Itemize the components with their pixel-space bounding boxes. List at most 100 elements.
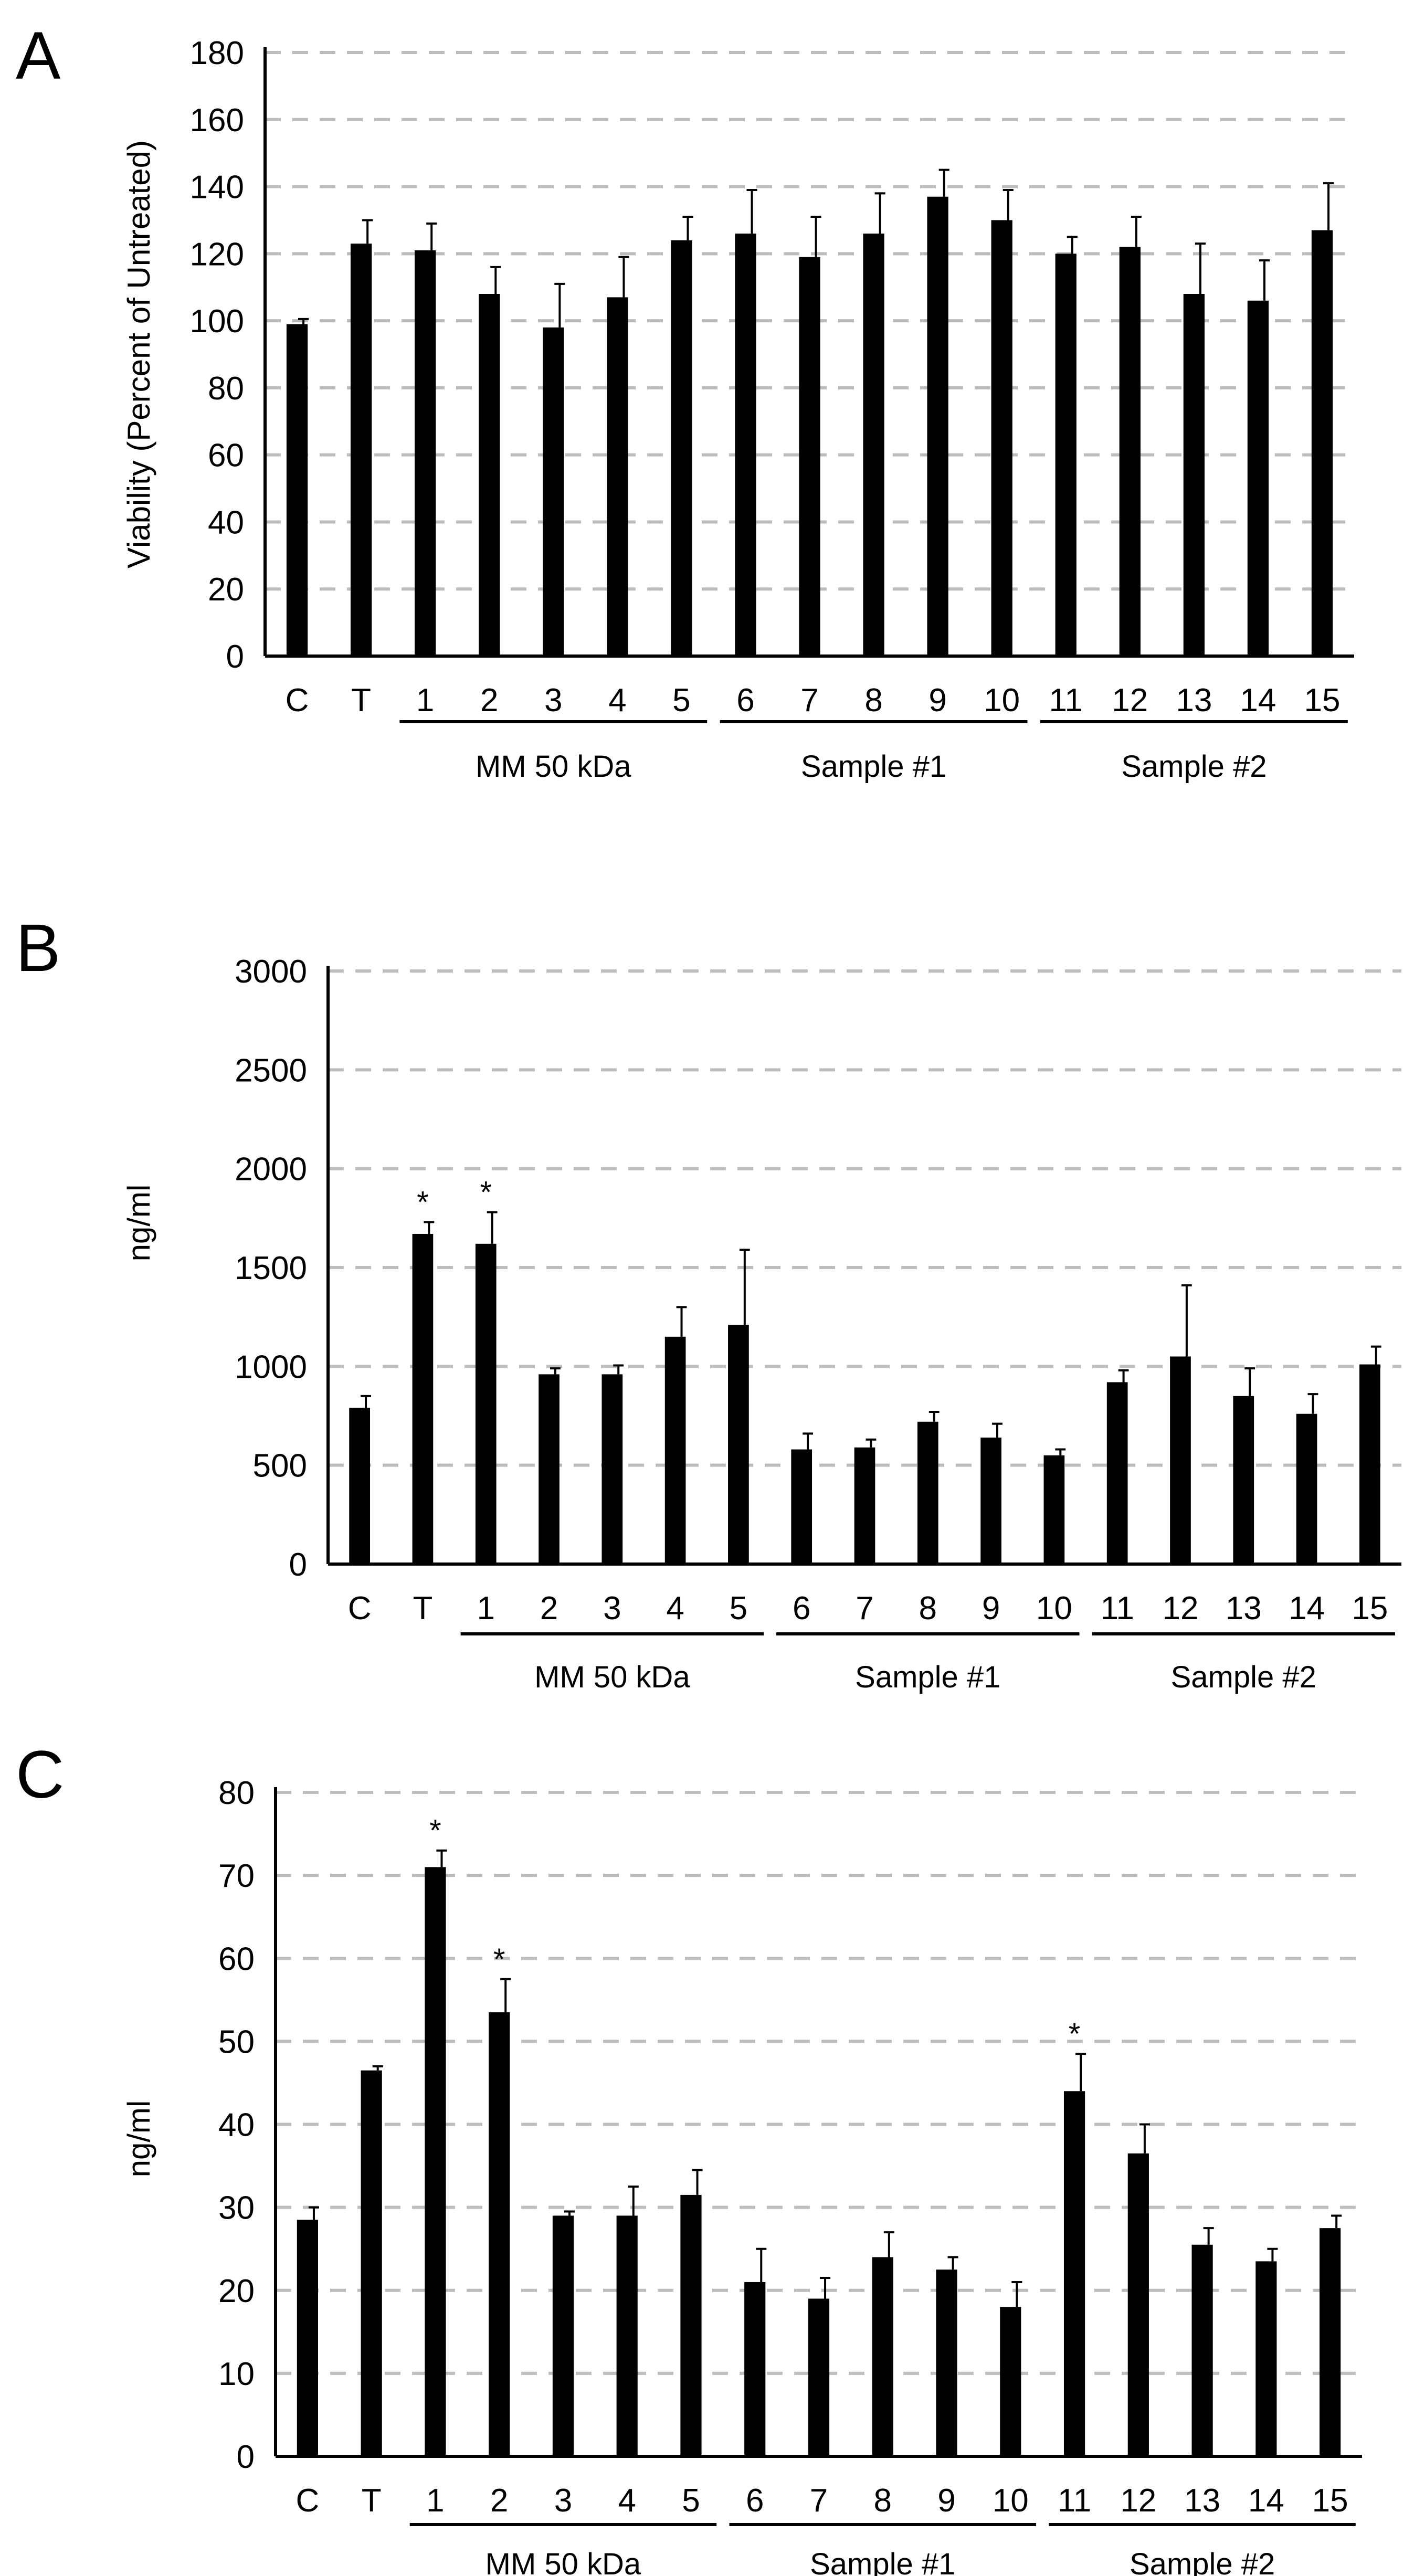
panel-a-bar-6 [735,234,756,656]
panel-c-y-tick-label: 50 [218,2024,255,2060]
panel-a-category-label-8: 8 [864,682,882,719]
panel-c-bar-C [297,2220,318,2456]
panel-c-category-label-C: C [296,2483,319,2519]
panel-a-y-tick-label: 100 [190,303,244,340]
panel-a-y-tick-label: 40 [208,504,244,541]
panel-a-bar-T [350,244,372,657]
panel-c-category-label-8: 8 [874,2483,892,2519]
panel-a-y-tick-label: 0 [226,639,244,675]
panel-b-category-label-14: 14 [1289,1590,1325,1627]
panel-c-significance-mark-1: * [429,1814,441,1848]
panel-b-group-label-2: Sample #1 [855,1660,1000,1694]
panel-b-category-label-3: 3 [603,1590,621,1627]
panel-a-category-label-15: 15 [1304,682,1340,719]
panel-b-category-label-T: T [413,1590,433,1627]
panel-b-category-label-6: 6 [793,1590,810,1627]
panel-c-category-label-2: 2 [490,2483,508,2519]
panel-c-category-label-3: 3 [554,2483,572,2519]
panel-b-bar-7 [854,1447,875,1564]
panel-b-category-label-4: 4 [666,1590,684,1627]
panel-c-significance-mark-2: * [493,1942,505,1977]
panel-c-y-tick-label: 20 [218,2273,255,2309]
panel-a-group-label-1: MM 50 kDa [476,749,631,784]
panel-a-bar-C [286,324,308,656]
panel-b-bar-10 [1043,1455,1065,1564]
panel-a-bar-7 [799,257,820,656]
panel-c-category-label-15: 15 [1312,2483,1348,2519]
panel-c-bar-4 [616,2215,638,2456]
panel-a-bar-4 [607,297,628,656]
panel-a-y-tick-label: 160 [190,102,244,139]
panel-b-y-tick-label: 1500 [235,1250,307,1286]
panel-b-group-label-3: Sample #2 [1171,1660,1316,1694]
panel-a-bar-8 [863,234,884,656]
panel-c-group-label-2: Sample #1 [810,2547,955,2576]
panel-a-category-label-5: 5 [672,682,690,719]
panel-a-y-tick-label: 60 [208,438,244,474]
panel-c-category-label-11: 11 [1058,2483,1091,2519]
panel-c-group-label-3: Sample #2 [1130,2547,1275,2576]
panel-a-category-label-2: 2 [480,682,498,719]
panel-a-category-label-12: 12 [1112,682,1148,719]
panel-b-letter: B [16,911,60,986]
panel-b-significance-mark-1: * [480,1176,492,1210]
panel-b-bar-1 [475,1243,497,1564]
panel-c-bar-15 [1320,2228,1341,2456]
panel-b-bar-C [349,1408,370,1564]
panel-c-bar-10 [1000,2307,1021,2456]
panel-a-bar-12 [1119,247,1141,656]
panel-a-category-label-10: 10 [984,682,1020,719]
panel-a-category-label-3: 3 [544,682,562,719]
panel-a-category-label-6: 6 [736,682,754,719]
panel-b-category-label-7: 7 [856,1590,873,1627]
panel-a-bar-3 [543,327,564,656]
panel-b-group-label-1: MM 50 kDa [534,1660,690,1694]
panel-a-y-axis-title: Viability (Percent of Untreated) [121,140,156,568]
panel-c-category-label-13: 13 [1184,2483,1220,2519]
panel-c-bar-12 [1127,2153,1149,2456]
panel-b-bar-4 [664,1336,686,1564]
panel-b-y-tick-label: 0 [289,1547,307,1583]
panel-c-bar-8 [872,2257,893,2456]
panel-b-bar-3 [602,1374,623,1564]
panel-c-category-label-4: 4 [618,2483,636,2519]
panel-a-y-tick-label: 20 [208,572,244,608]
panel-b-category-label-13: 13 [1226,1590,1262,1627]
panel-a-bar-14 [1247,300,1269,656]
panel-b-bar-13 [1233,1396,1254,1564]
panel-c-category-label-10: 10 [993,2483,1029,2519]
panel-b-y-tick-label: 2500 [235,1052,307,1089]
panel-b-category-label-9: 9 [982,1590,1000,1627]
panel-c-bar-14 [1255,2261,1277,2456]
panel-b-category-label-10: 10 [1036,1590,1072,1627]
panel-c-bar-13 [1191,2244,1213,2456]
panel-b-category-label-2: 2 [540,1590,558,1627]
panel-c-bar-2 [489,2012,510,2456]
panel-b-category-label-5: 5 [730,1590,747,1627]
panel-a-category-label-1: 1 [416,682,434,719]
panel-a-chart: A 0 20 40 60 80 100 120 140 160 180 Viability (Per… [16,18,1354,784]
panel-a-category-label-T: T [351,682,371,719]
panel-a-bar-11 [1055,254,1077,656]
panel-b-bar-8 [917,1421,938,1564]
panel-c-category-label-1: 1 [426,2483,444,2519]
panel-b-bar-9 [980,1437,1001,1564]
panel-a-bar-10 [991,220,1012,656]
panel-a-category-label-4: 4 [608,682,626,719]
panel-b-category-label-12: 12 [1162,1590,1198,1627]
panel-c-bar-T [361,2070,382,2456]
panel-c-y-tick-label: 10 [218,2356,255,2392]
panel-c-letter: C [16,1737,64,1812]
panel-b-category-label-C: C [348,1590,372,1627]
panel-a-bar-1 [415,250,436,656]
panel-a-group-label-2: Sample #1 [801,749,946,784]
panel-c-group-label-1: MM 50 kDa [486,2547,641,2576]
panel-b-bar-11 [1106,1382,1128,1564]
panel-c-bar-5 [680,2194,702,2456]
panel-b-y-tick-label: 1000 [235,1349,307,1385]
panel-b-y-tick-label: 3000 [235,954,307,990]
panel-a-y-tick-label: 80 [208,371,244,407]
panel-b-category-label-8: 8 [919,1590,937,1627]
panel-a-category-label-11: 11 [1049,682,1083,719]
